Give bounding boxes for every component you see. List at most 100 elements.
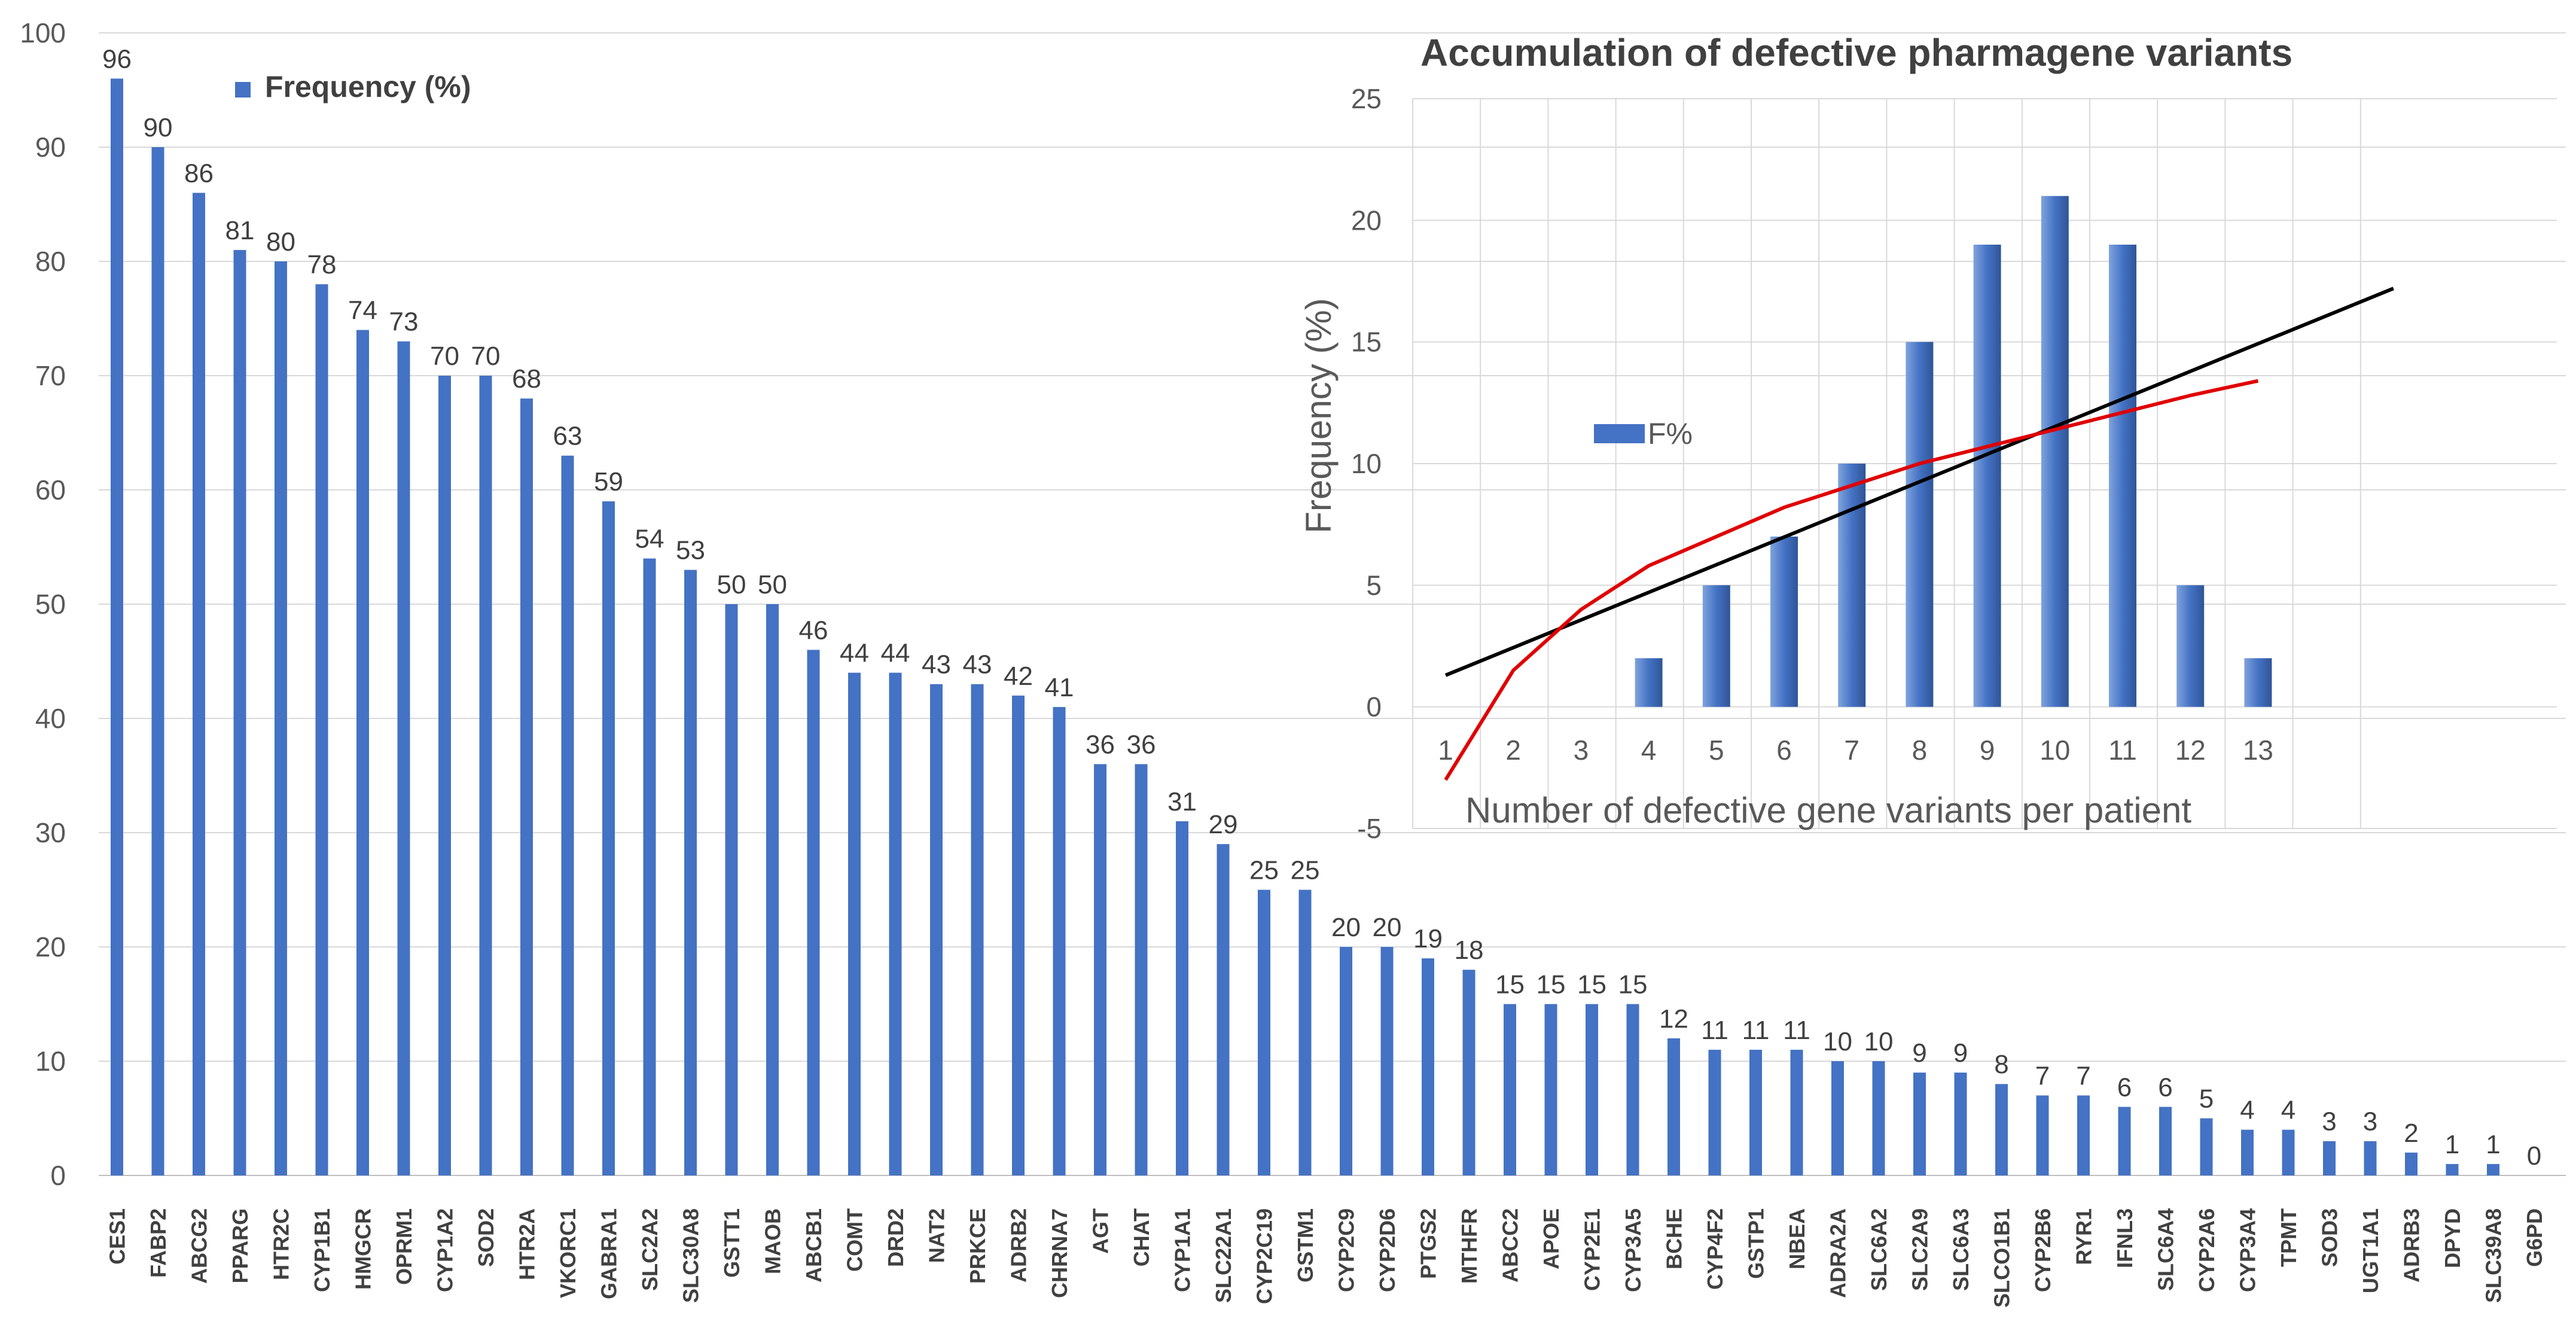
main-y-tick-label: 50 (35, 589, 66, 620)
main-bar (111, 78, 123, 1175)
main-bar (1380, 947, 1394, 1175)
main-data-label: 2 (2404, 1119, 2418, 1148)
inset-y-tick-label: -5 (1357, 813, 1382, 844)
main-bar (2241, 1129, 2254, 1175)
main-category-label: CYP2C19 (1252, 1208, 1277, 1304)
main-y-tick-label: 80 (35, 246, 66, 277)
main-bar (2487, 1163, 2499, 1175)
main-bar (2200, 1118, 2213, 1175)
inset-x-axis-ticks: 1 2 3 4 5 6 7 8 9 10 11 12 13 (1438, 735, 2273, 766)
main-category-label: SLC22A1 (1211, 1208, 1236, 1303)
main-data-label: 7 (2076, 1061, 2090, 1090)
main-bar (766, 604, 779, 1175)
main-category-label: PPARG (228, 1208, 252, 1283)
main-category-label: CYP2B6 (2031, 1208, 2055, 1292)
inset-category-label: 8 (1912, 735, 1928, 766)
main-category-label: HTR2A (515, 1208, 539, 1280)
inset-bar (1635, 658, 1663, 707)
main-data-label: 11 (1701, 1016, 1728, 1045)
main-bar (233, 249, 246, 1175)
main-data-label: 43 (963, 650, 992, 680)
main-x-axis-ticks: CES1 FABP2 ABCG2 PPARG HTR2C CYP1B1 HMGCR OPRM1… (105, 1208, 2547, 1308)
main-bar (1586, 1004, 1598, 1175)
main-category-label: SLC2A2 (638, 1208, 662, 1291)
main-category-label: SLCO1B1 (1990, 1208, 2014, 1308)
inset-log-trendline (1444, 379, 2259, 781)
inset-y-axis-ticks: -5 0 5 10 15 20 25 (1351, 83, 1382, 844)
main-data-label: 11 (1783, 1016, 1810, 1045)
inset-trendlines (1444, 287, 2394, 781)
main-bar (397, 341, 410, 1176)
inset-category-label: 10 (2040, 735, 2070, 766)
main-bar (2405, 1152, 2418, 1175)
main-bar (1422, 958, 1434, 1175)
main-bar (1258, 890, 1270, 1175)
main-bar (2323, 1141, 2336, 1175)
main-category-label: CES1 (105, 1208, 130, 1265)
main-category-label: RYR1 (2072, 1208, 2096, 1265)
main-category-label: NBEA (1785, 1208, 1809, 1269)
main-data-label: 41 (1045, 673, 1074, 702)
main-bar (561, 455, 574, 1176)
main-bar (725, 604, 738, 1175)
main-data-label: 1 (2486, 1130, 2500, 1159)
main-data-label: 12 (1659, 1004, 1688, 1034)
main-data-label: 20 (1331, 913, 1361, 942)
main-bar (1954, 1073, 1967, 1175)
main-data-label: 31 (1167, 787, 1197, 817)
main-category-label: CYP2C9 (1334, 1208, 1359, 1292)
main-category-label: ABCC2 (1498, 1208, 1523, 1283)
main-bar (193, 193, 205, 1175)
main-data-label: 42 (1004, 662, 1033, 691)
main-bar (1094, 764, 1106, 1175)
main-data-label: 15 (1577, 970, 1606, 1000)
main-bar (1217, 844, 1230, 1175)
inset-legend-label: F% (1648, 417, 1693, 450)
main-category-label: GSTP1 (1744, 1208, 1769, 1279)
main-bar (2446, 1163, 2459, 1175)
inset-chart-title: Accumulation of defective pharmagene var… (1420, 31, 2293, 74)
main-data-label: 15 (1537, 970, 1566, 1000)
main-category-label: MTHFR (1457, 1208, 1481, 1284)
inset-bar (2109, 245, 2136, 707)
main-category-label: ADRB2 (1007, 1208, 1031, 1283)
inset-bar-chart: Accumulation of defective pharmagene var… (1298, 31, 2557, 844)
main-bar (602, 501, 615, 1175)
main-data-label: 3 (2363, 1107, 2377, 1137)
main-y-tick-label: 30 (35, 817, 66, 848)
main-y-tick-label: 60 (35, 474, 66, 505)
main-bar (1544, 1004, 1557, 1175)
main-bar (1462, 970, 1476, 1175)
main-gridlines (99, 32, 2566, 1176)
inset-category-label: 3 (1574, 735, 1589, 766)
main-bar (2036, 1095, 2049, 1175)
main-category-label: FABP2 (146, 1208, 170, 1278)
inset-category-label: 7 (1844, 735, 1859, 766)
main-category-label: HTR2C (269, 1208, 294, 1280)
main-category-label: CYP3A5 (1621, 1208, 1645, 1292)
inset-linear-trendline (1444, 287, 2394, 677)
inset-category-label: 11 (2108, 735, 2137, 766)
main-data-label: 80 (266, 227, 295, 257)
main-category-label: ADRB3 (2400, 1208, 2424, 1283)
inset-bar (2244, 658, 2272, 707)
main-data-label: 36 (1127, 730, 1156, 759)
main-bar (2077, 1095, 2090, 1175)
main-data-label: 15 (1495, 970, 1525, 1000)
main-bar (971, 684, 984, 1175)
main-bar (1012, 695, 1025, 1175)
main-data-label: 44 (840, 639, 869, 668)
main-bar (930, 684, 943, 1175)
main-category-label: ABCB1 (801, 1208, 826, 1283)
main-data-label: 3 (2322, 1107, 2336, 1137)
inset-y-tick-label: 0 (1366, 692, 1382, 723)
main-category-label: UGT1A1 (2358, 1208, 2383, 1293)
main-data-label: 29 (1209, 810, 1238, 839)
main-category-label: AGT (1089, 1208, 1113, 1254)
main-data-label: 19 (1413, 924, 1443, 954)
main-data-label: 18 (1455, 936, 1484, 965)
main-data-label: 96 (102, 44, 132, 74)
main-bar (1790, 1049, 1803, 1175)
